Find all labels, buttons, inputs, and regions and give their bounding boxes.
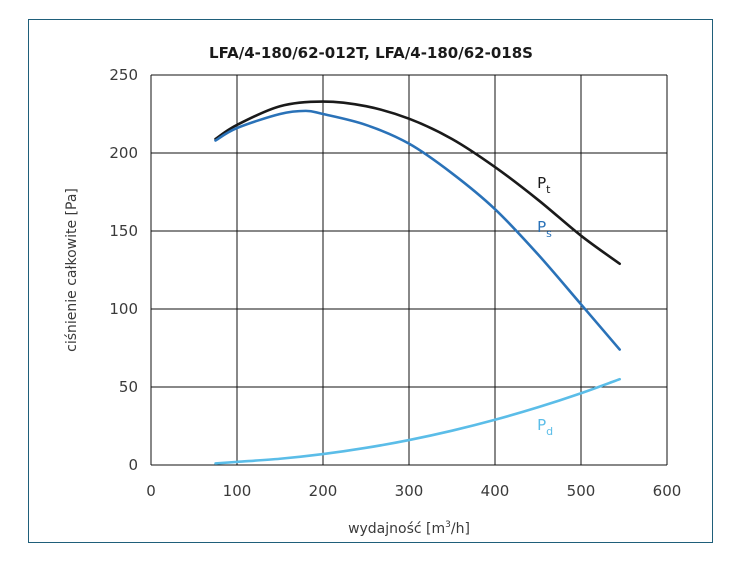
x-tick-labels: 0 100 200 300 400 500 600: [146, 482, 681, 500]
series-label-ps: Ps: [537, 218, 552, 240]
grid: [150, 74, 668, 466]
series-labels: Pt Ps Pd: [537, 174, 553, 438]
chart-frame: [28, 19, 713, 543]
y-tick-label: 50: [119, 378, 138, 396]
x-tick-label: 500: [567, 482, 596, 500]
x-axis-label: wydajność [m3/h]: [348, 520, 470, 537]
x-tick-label: 200: [309, 482, 338, 500]
y-tick-label: 0: [128, 456, 138, 474]
series-label-pt: Pt: [537, 174, 551, 196]
y-tick-label: 250: [109, 66, 138, 84]
series-line-ps: [214, 109, 621, 351]
chart-title: LFA/4-180/62-012T, LFA/4-180/62-018S: [209, 44, 533, 62]
x-tick-label: 600: [653, 482, 682, 500]
y-axis-label: ciśnienie całkowite [Pa]: [64, 188, 80, 352]
y-tick-labels: 0 50 100 150 200 250: [109, 66, 138, 474]
x-tick-label: 400: [481, 482, 510, 500]
y-tick-label: 200: [109, 144, 138, 162]
series-line-pd: [214, 377, 621, 465]
x-tick-label: 300: [395, 482, 424, 500]
series-lines: [214, 100, 621, 465]
series-line-pt: [214, 100, 621, 266]
x-tick-label: 0: [146, 482, 156, 500]
x-tick-label: 100: [223, 482, 252, 500]
y-tick-label: 100: [109, 300, 138, 318]
series-label-pd: Pd: [537, 416, 553, 438]
y-tick-label: 150: [109, 222, 138, 240]
